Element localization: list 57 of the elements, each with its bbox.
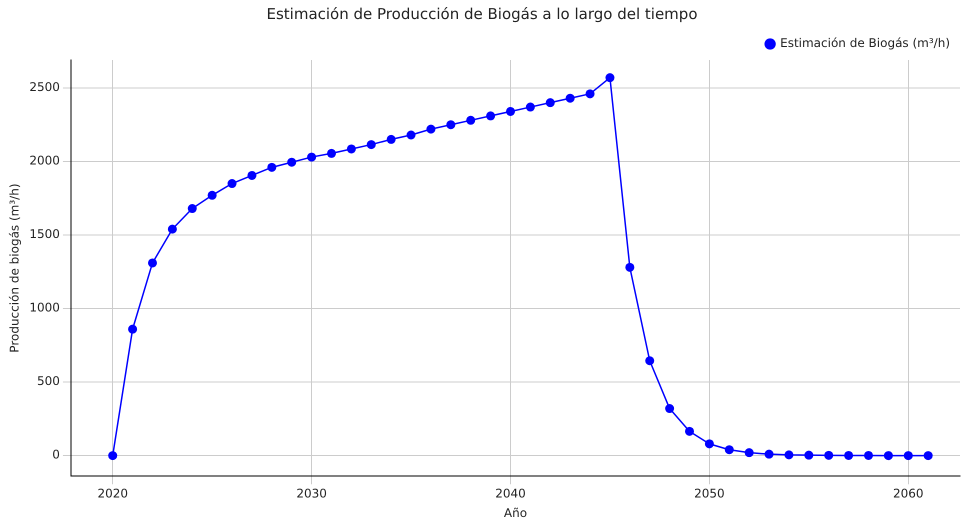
point [546,98,555,108]
point [406,130,416,140]
point [704,439,714,448]
x-tick-label: 2060 [893,486,924,501]
point [864,450,874,460]
point [924,451,933,460]
point [446,120,456,130]
y-axis-title: Producción de biogás (m³/h) [7,183,22,353]
point [307,152,316,162]
point [824,450,834,460]
point [366,140,376,150]
chart-title: Estimación de Producción de Biogás a lo largo del tiempo [266,4,698,23]
point [625,262,634,272]
point [566,94,575,103]
x-axis-title: Año [504,506,528,520]
point [665,404,674,414]
point [148,258,157,268]
point [605,73,614,82]
x-tick-label: 2050 [694,486,725,501]
x-tick-label: 2030 [296,486,327,501]
point [247,170,256,180]
point [645,356,654,366]
point [426,124,436,134]
point [744,448,754,458]
y-tick-label: 0 [52,448,60,462]
point [804,450,814,460]
y-tick-label: 2000 [29,154,60,168]
point [267,162,276,172]
point [208,190,217,200]
point [326,148,336,158]
point [108,451,118,460]
point [685,426,694,436]
point [586,89,595,98]
point [228,179,237,188]
y-tick-label: 1000 [29,300,60,315]
point [884,451,893,460]
point [764,450,774,459]
point [784,450,794,460]
point [486,111,496,120]
point [287,158,296,167]
point [346,144,356,154]
point [128,324,138,334]
x-tick-label: 2020 [97,486,128,501]
y-tick-label: 2500 [29,80,60,94]
point [506,106,515,116]
point [844,450,854,460]
point [466,116,476,125]
x-tick-label: 2040 [495,486,526,501]
point [724,445,734,454]
y-tick-label: 1500 [29,227,60,242]
y-tick-label: 500 [37,374,60,388]
legend-label: Estimación de Biogás (m³/h) [780,36,950,50]
point [386,134,396,144]
point [188,204,197,214]
point [168,224,177,234]
point [904,451,913,460]
point [526,102,535,112]
